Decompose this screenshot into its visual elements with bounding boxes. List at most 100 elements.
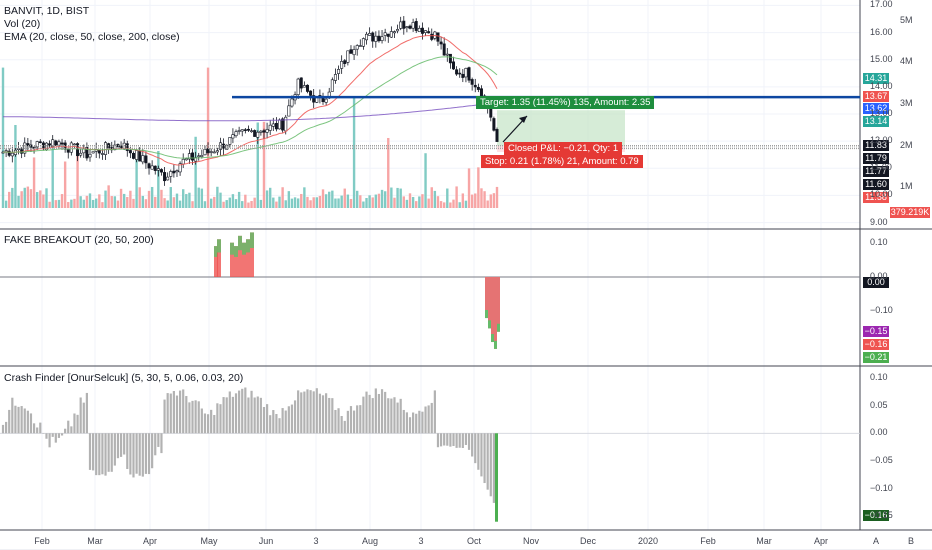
candle <box>455 69 459 75</box>
cf-bar <box>443 433 446 446</box>
cf-bar <box>110 433 113 472</box>
volume-bar <box>470 194 474 208</box>
candle <box>150 165 154 170</box>
cf-bar <box>213 414 216 434</box>
cf-bar <box>85 392 88 434</box>
crash-finder-legend[interactable]: Crash Finder [OnurSelcuk] (5, 30, 5, 0.0… <box>4 372 244 384</box>
cf-bar <box>79 397 82 434</box>
candle <box>268 124 272 131</box>
cf-bar <box>455 433 458 448</box>
cf-bar <box>166 393 169 434</box>
log-scale-button[interactable]: B <box>908 536 915 546</box>
candle <box>138 150 142 162</box>
volume-bar <box>206 67 210 208</box>
volume-bar <box>253 197 256 208</box>
cf-bar <box>449 433 452 447</box>
candle <box>337 69 341 74</box>
candle <box>200 155 204 157</box>
candle <box>72 143 76 146</box>
candle <box>256 131 260 138</box>
cf-bar <box>343 420 346 434</box>
volume-bar <box>331 190 334 208</box>
candle <box>358 45 362 47</box>
candle <box>4 150 8 152</box>
candle <box>402 20 406 29</box>
volume-bar <box>290 198 294 208</box>
volume-bar <box>411 197 415 208</box>
auto-scale-button[interactable]: A <box>873 536 880 546</box>
cf-bar <box>384 391 387 434</box>
volume-bar <box>452 199 455 208</box>
cf-bar <box>76 414 79 434</box>
fb-bar-positive-top <box>238 235 242 251</box>
candle <box>144 155 148 164</box>
price-chip-4: 13.14 <box>863 116 889 127</box>
symbol-title[interactable]: BANVIT, 1D, BIST <box>4 5 90 17</box>
volume-bar <box>340 195 343 208</box>
volume-bar <box>110 196 113 208</box>
cf-bar <box>281 408 284 434</box>
volume-bar <box>321 189 325 208</box>
cf-bar <box>471 433 474 457</box>
price-chip-2: 13.67 <box>863 91 889 102</box>
volume-bar <box>157 150 160 208</box>
cf-bar <box>32 423 36 434</box>
volume-bar <box>362 201 365 208</box>
price-tick-label: 11.00 <box>870 162 892 173</box>
candle <box>330 79 334 92</box>
volume-legend[interactable]: Vol (20) <box>4 18 41 30</box>
volume-chip: 379.219K <box>890 207 930 218</box>
candle <box>287 105 291 117</box>
ema-legend[interactable]: EMA (20, close, 50, close, 200, close) <box>4 31 180 43</box>
fb-bar-positive <box>230 242 234 277</box>
volume-bar <box>141 195 145 208</box>
volume-bar <box>268 187 272 208</box>
cf-bar <box>396 402 399 434</box>
candle <box>489 107 493 118</box>
candle <box>405 26 409 28</box>
cf-bar <box>45 433 48 439</box>
cf-bar <box>241 388 244 434</box>
candle <box>141 155 145 163</box>
cf-bar <box>154 433 157 456</box>
cf-bar <box>371 398 374 434</box>
cf-bar-last <box>495 433 498 522</box>
candle <box>365 33 369 41</box>
time-tick-label: Mar <box>87 536 103 546</box>
fb-bar-positive-top <box>217 239 221 253</box>
cf-tick-label: −0.05 <box>870 454 893 465</box>
candle <box>212 151 216 154</box>
volume-bar <box>312 197 315 208</box>
cf-bar <box>259 397 262 434</box>
candle <box>439 41 443 45</box>
volume-bar <box>492 193 496 208</box>
cf-bar <box>464 433 468 445</box>
volume-bar <box>365 198 368 208</box>
cf-bar <box>467 433 471 450</box>
cf-bar <box>104 433 107 476</box>
fb-bar-negative-tip <box>488 320 491 329</box>
fake-breakout-legend[interactable]: FAKE BREAKOUT (20, 50, 200) <box>4 234 154 246</box>
candle <box>262 130 266 133</box>
cf-bar <box>64 428 67 434</box>
candle <box>187 153 191 160</box>
volume-bar <box>197 187 200 208</box>
candle <box>147 163 151 169</box>
candle <box>125 143 129 151</box>
candle <box>79 152 83 156</box>
volume-bar <box>39 190 42 208</box>
fb-bar-positive <box>242 242 246 277</box>
candle <box>340 61 344 69</box>
cf-bar <box>331 398 334 434</box>
volume-bar <box>73 198 76 208</box>
candle <box>271 123 275 127</box>
cf-bar <box>458 433 461 448</box>
volume-bar <box>247 202 250 208</box>
volume-bar <box>380 189 384 208</box>
volume-bar <box>408 193 412 208</box>
cf-bar <box>60 433 64 436</box>
fb-bar-positive <box>214 246 218 277</box>
candle <box>392 31 396 34</box>
candle <box>352 49 356 56</box>
